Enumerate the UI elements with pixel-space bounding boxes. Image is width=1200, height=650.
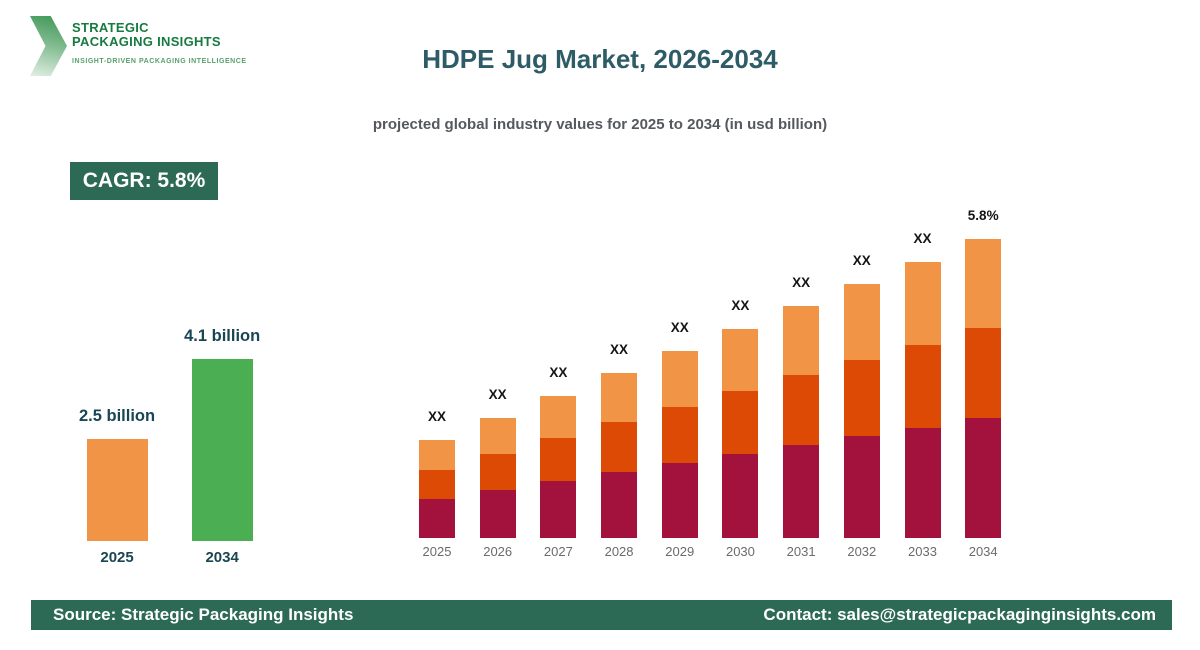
stacked-bar-group-2033: XX 2033	[904, 231, 941, 560]
bar-segment-middle-2033	[904, 345, 941, 428]
stacked-bar-group-2032: XX 2032	[843, 253, 880, 560]
summary-value-label-2025: 2.5 billion	[79, 407, 156, 425]
stacked-bar-value-label-2032: XX	[852, 253, 871, 268]
bar-segment-top-2032	[843, 284, 880, 360]
summary-bar-group-2025: 2.5 billion 2025	[79, 407, 155, 566]
summary-value-label-2034: 4.1 billion	[184, 327, 261, 345]
stacked-bar-value-label-2030: XX	[731, 298, 750, 313]
bar-segment-middle-2027	[540, 438, 577, 481]
bar-segment-bottom-2033	[904, 428, 941, 538]
bar-segment-top-2025	[419, 440, 455, 470]
summary-chart: 2.5 billion 2025 4.1 billion 2034	[79, 327, 260, 566]
stacked-bar-group-2030: XX 2030	[722, 298, 759, 560]
stacked-axis-label-2034: 2034	[968, 544, 998, 559]
summary-bar-group-2034: 4.1 billion 2034	[184, 327, 260, 566]
stacked-axis-label-2032: 2032	[847, 544, 877, 559]
page-title: HDPE Jug Market, 2026-2034	[422, 44, 778, 74]
footer-bar: Source: Strategic Packaging Insights Con…	[31, 600, 1172, 630]
logo-text: STRATEGIC PACKAGING INSIGHTS INSIGHT-DRI…	[72, 20, 247, 66]
stacked-bar-2033	[904, 262, 941, 538]
bar-segment-middle-2034	[965, 328, 1002, 418]
bar-segment-middle-2025	[419, 470, 455, 499]
logo-line1: STRATEGIC	[72, 20, 149, 35]
summary-axis-label-2034: 2034	[205, 549, 239, 566]
stacked-axis-label-2030: 2030	[725, 544, 755, 559]
bar-segment-bottom-2029	[661, 463, 698, 538]
stacked-bar-group-2027: XX 2027	[540, 365, 577, 560]
summary-bar-2034	[191, 359, 253, 541]
summary-bar-2025	[86, 439, 148, 541]
cagr-badge-label: CAGR: 5.8%	[82, 169, 206, 192]
stacked-bar-group-2026: XX 2026	[479, 387, 516, 560]
stacked-bar-value-label-2034: 5.8%	[967, 208, 999, 223]
stacked-bar-value-label-2027: XX	[549, 365, 568, 380]
stacked-bar-2032	[843, 284, 880, 538]
stacked-bar-value-label-2033: XX	[913, 231, 932, 246]
stacked-axis-label-2031: 2031	[786, 544, 816, 559]
stacked-axis-label-2026: 2026	[483, 544, 513, 559]
logo-line2: PACKAGING INSIGHTS	[72, 34, 221, 49]
stacked-bar-2030	[722, 329, 759, 538]
stacked-projection-chart: XX 2025 XX 2026 XX 2027 XX 2028 XX 2029 XX 2030 XX 20…	[419, 208, 1002, 560]
bar-segment-middle-2026	[479, 454, 516, 490]
bar-segment-top-2031	[783, 306, 820, 375]
bar-segment-top-2030	[722, 329, 759, 391]
bar-segment-bottom-2028	[601, 472, 638, 538]
stacked-bar-2029	[661, 351, 698, 538]
stacked-bar-group-2029: XX 2029	[661, 320, 698, 560]
stacked-axis-label-2029: 2029	[665, 544, 695, 559]
stacked-bar-2031	[783, 306, 820, 538]
bar-segment-middle-2032	[843, 360, 880, 436]
stacked-bar-2027	[540, 396, 577, 538]
stacked-bar-value-label-2029: XX	[670, 320, 689, 335]
stacked-bar-group-2034: 5.8% 2034	[965, 208, 1002, 560]
stacked-axis-label-2033: 2033	[908, 544, 937, 559]
bar-segment-bottom-2025	[419, 499, 455, 538]
stacked-bar-value-label-2031: XX	[792, 275, 811, 290]
stacked-axis-label-2027: 2027	[543, 544, 573, 559]
stacked-bar-value-label-2028: XX	[610, 342, 629, 357]
footer-contact: Contact: sales@strategicpackaginginsight…	[763, 605, 1156, 624]
stacked-bar-2025	[419, 440, 455, 538]
stacked-bar-2026	[479, 418, 516, 538]
page-subtitle: projected global industry values for 202…	[372, 116, 828, 133]
stacked-bar-2028	[601, 373, 638, 538]
bar-segment-middle-2030	[722, 391, 759, 454]
bar-segment-top-2026	[479, 418, 516, 454]
footer-source: Source: Strategic Packaging Insights	[53, 605, 354, 624]
logo-tagline: INSIGHT-DRIVEN PACKAGING INTELLIGENCE	[72, 58, 247, 65]
bar-segment-bottom-2031	[783, 445, 820, 538]
bar-segment-top-2027	[540, 396, 577, 438]
cagr-badge: CAGR: 5.8%	[70, 162, 218, 200]
bar-segment-middle-2028	[601, 422, 638, 472]
stacked-axis-label-2028: 2028	[604, 544, 634, 559]
stacked-bar-group-2025: XX 2025	[419, 409, 455, 560]
stacked-bar-2034	[965, 239, 1002, 538]
stacked-bar-group-2031: XX 2031	[783, 275, 820, 560]
logo: STRATEGIC PACKAGING INSIGHTS INSIGHT-DRI…	[30, 14, 330, 84]
bar-segment-bottom-2027	[540, 481, 577, 538]
bar-segment-top-2033	[904, 262, 941, 345]
bar-segment-middle-2029	[661, 407, 698, 463]
stacked-bar-group-2028: XX 2028	[601, 342, 638, 560]
bar-segment-top-2029	[661, 351, 698, 407]
bar-segment-top-2028	[601, 373, 638, 422]
bar-segment-middle-2031	[783, 375, 820, 445]
bar-segment-bottom-2026	[479, 490, 516, 538]
stacked-bar-value-label-2026: XX	[488, 387, 507, 402]
stacked-axis-label-2025: 2025	[422, 544, 452, 559]
stacked-bar-value-label-2025: XX	[427, 409, 446, 424]
bar-segment-bottom-2030	[722, 454, 759, 538]
summary-axis-label-2025: 2025	[100, 549, 134, 566]
bar-segment-bottom-2032	[843, 436, 880, 538]
bar-segment-top-2034	[965, 239, 1002, 328]
bar-segment-bottom-2034	[965, 418, 1002, 538]
